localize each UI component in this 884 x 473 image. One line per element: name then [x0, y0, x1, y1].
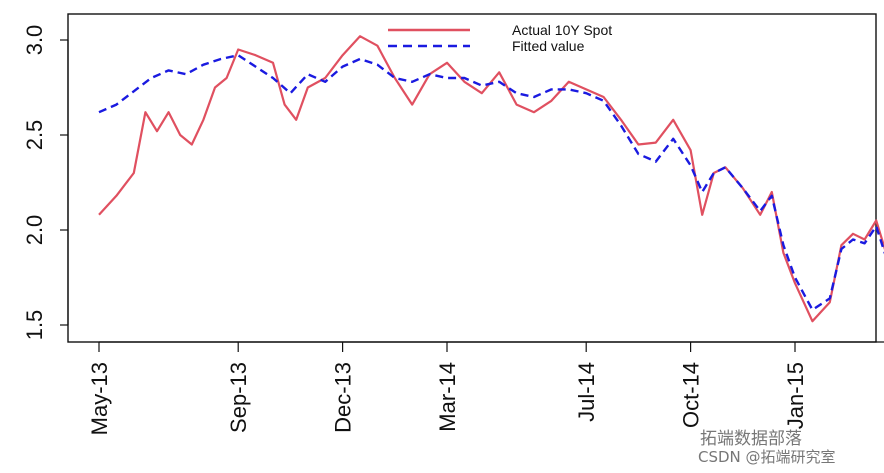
y-tick-label: 2.5	[22, 120, 47, 151]
legend-label: Actual 10Y Spot	[512, 22, 612, 38]
y-tick-label: 3.0	[22, 25, 47, 56]
actual-10y-spot-line	[98, 35, 884, 323]
x-tick-label: May-13	[87, 362, 112, 435]
plot-frame	[67, 13, 877, 343]
fitted-value-line	[98, 54, 884, 311]
series-layer	[98, 35, 884, 323]
watermark-line2: CSDN @拓端研究室	[698, 448, 836, 466]
y-tick-label: 1.5	[22, 310, 47, 341]
y-tick-label: 2.0	[22, 215, 47, 246]
y-axis: 1.5 2.0 2.5 3.0	[22, 25, 69, 341]
x-axis: May-13 Sep-13 Dec-13 Mar-14 Jul-14 Oct-14 Jan-…	[87, 341, 884, 435]
x-tick-label: Jul-14	[574, 362, 599, 422]
x-tick-label: Sep-13	[226, 362, 251, 433]
legend-label: Fitted value	[512, 38, 585, 54]
watermark-line1: 拓端数据部落	[700, 429, 802, 449]
x-tick-label: Oct-14	[679, 362, 704, 428]
x-tick-label: Jan-15	[783, 362, 808, 429]
x-tick-label: Dec-13	[331, 362, 356, 433]
x-tick-label: Mar-14	[435, 362, 460, 432]
